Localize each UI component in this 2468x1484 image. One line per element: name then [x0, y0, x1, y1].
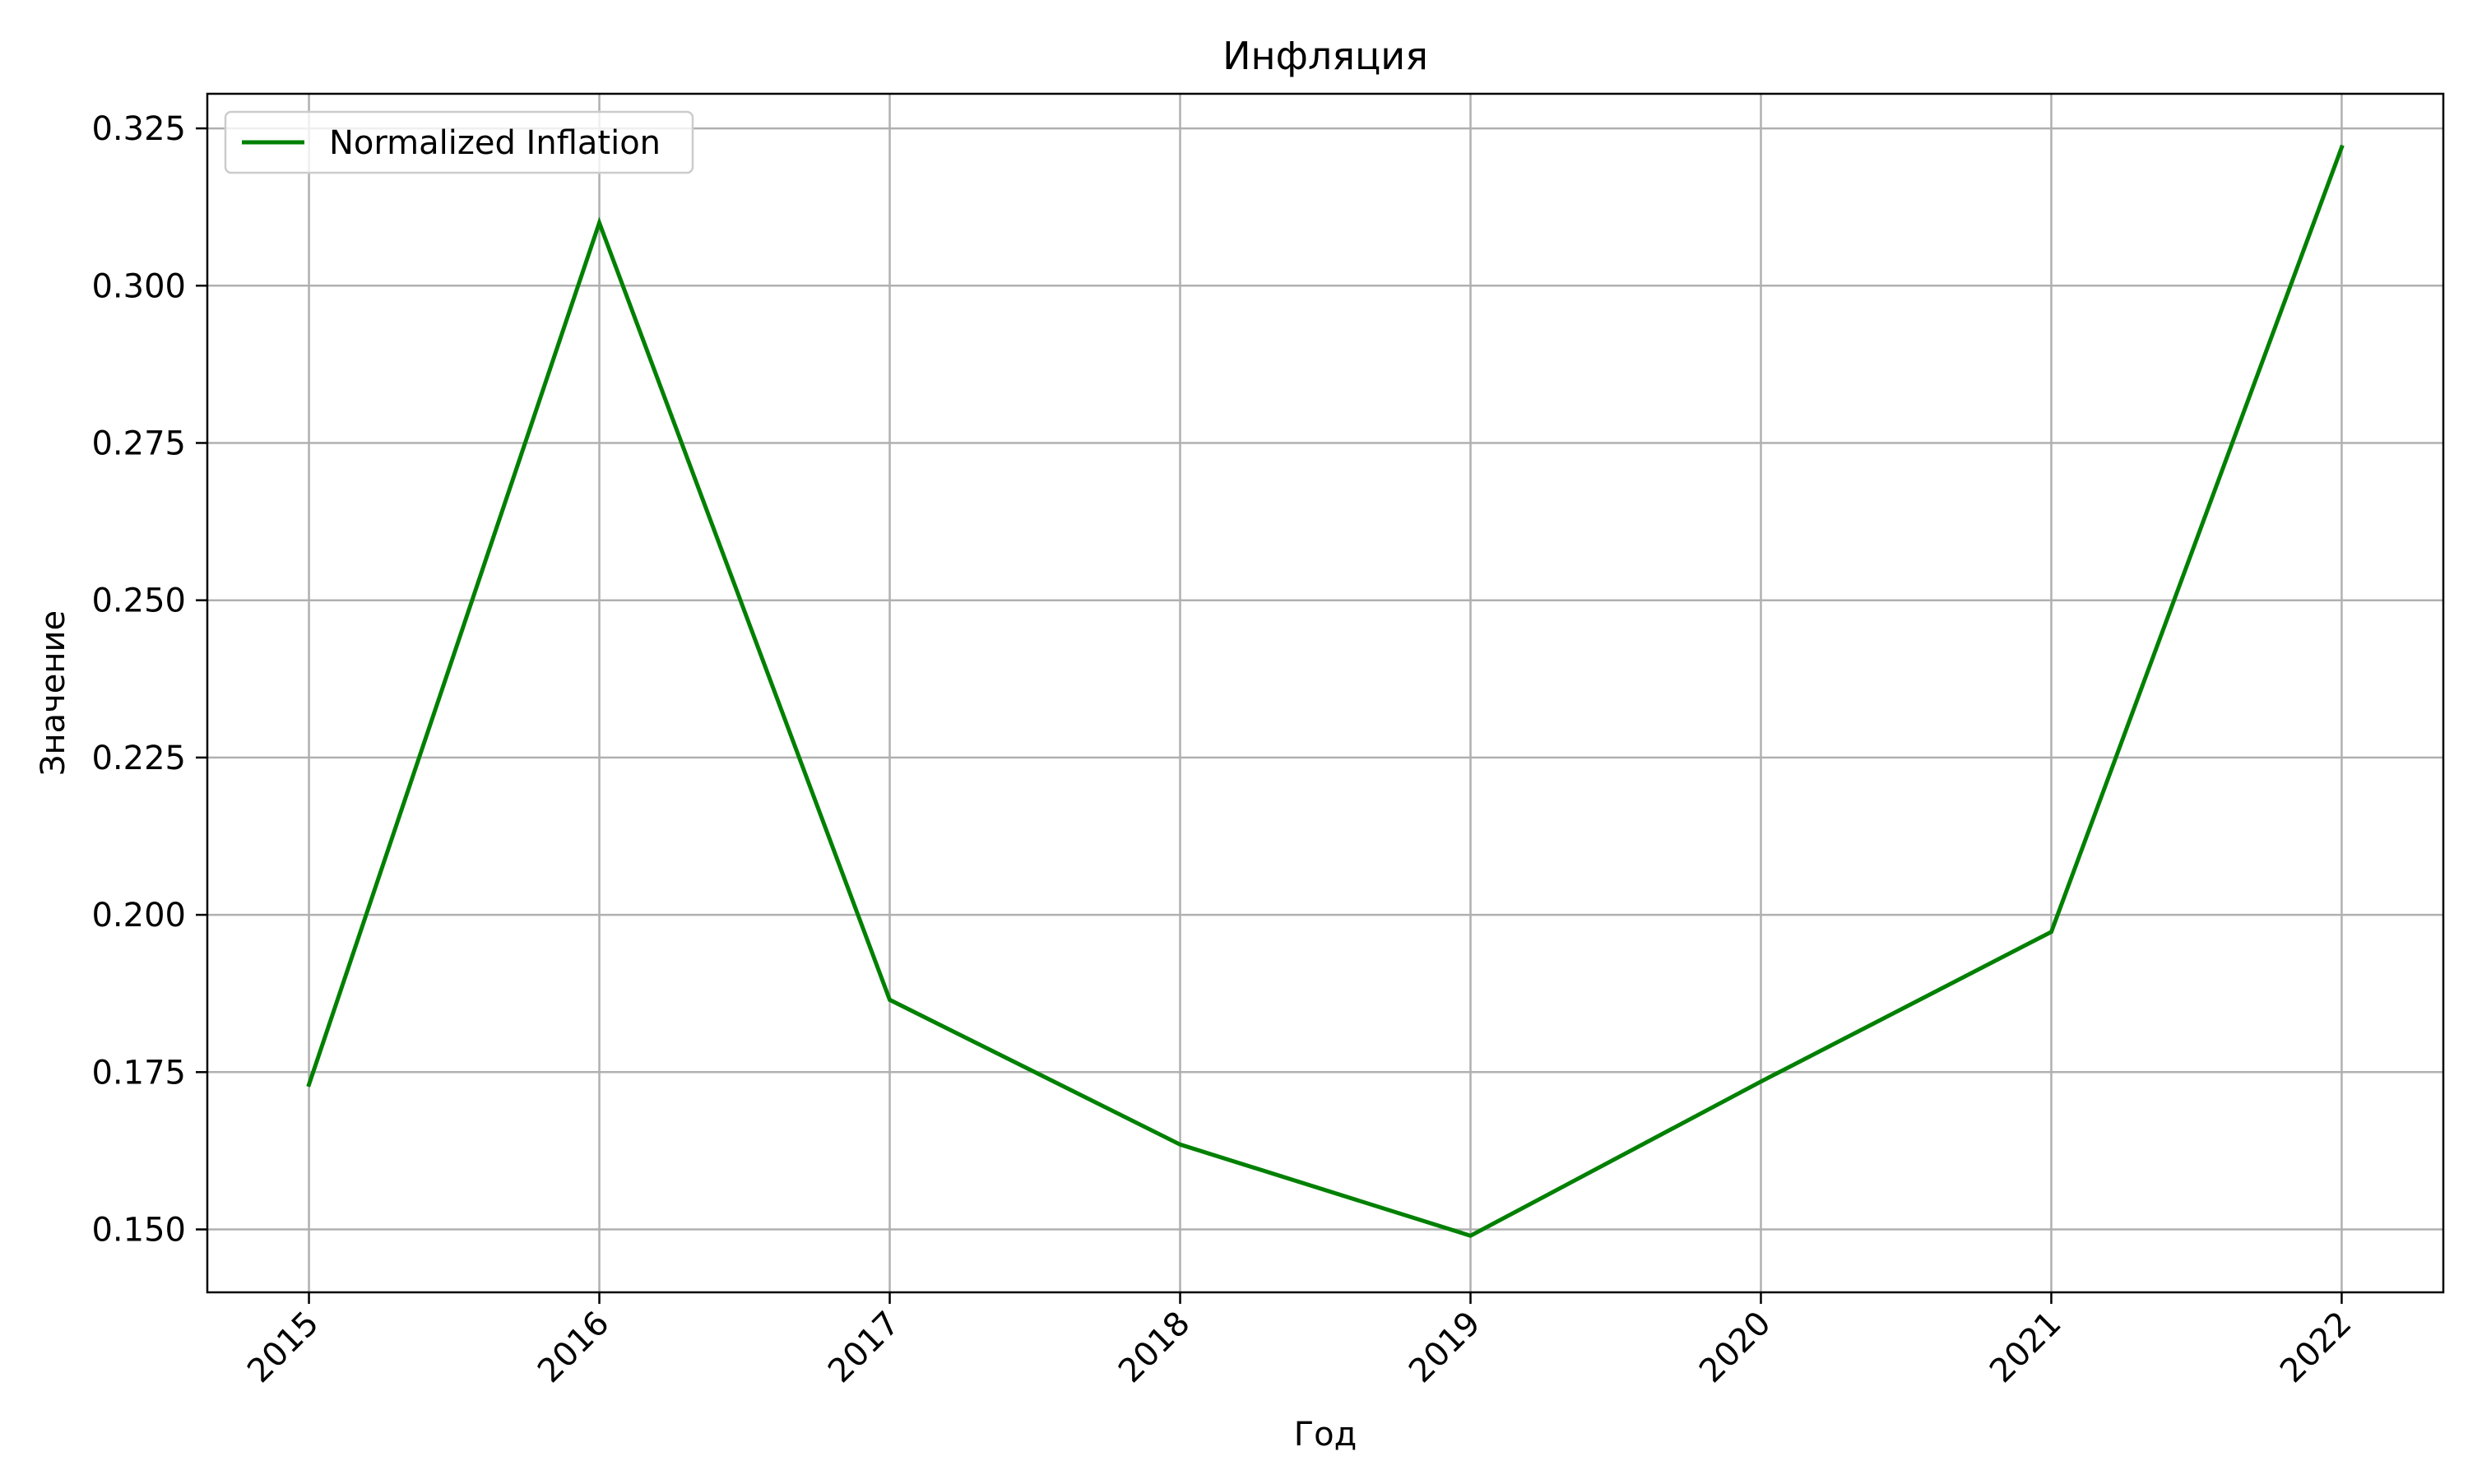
legend: Normalized Inflation [225, 112, 693, 173]
chart-title: Инфляция [1222, 34, 1428, 78]
y-tick-label: 0.275 [91, 424, 186, 462]
y-tick-label: 0.175 [91, 1054, 186, 1092]
y-tick-label: 0.225 [91, 740, 186, 777]
y-tick-label: 0.200 [91, 897, 186, 934]
y-axis-label: Значение [35, 610, 72, 776]
y-tick-label: 0.150 [91, 1212, 186, 1250]
legend-label: Normalized Inflation [329, 124, 661, 162]
y-tick-label: 0.300 [91, 267, 186, 305]
x-axis-label: Год [1294, 1416, 1357, 1454]
y-tick-label: 0.325 [91, 110, 186, 148]
y-tick-label: 0.250 [91, 582, 186, 620]
